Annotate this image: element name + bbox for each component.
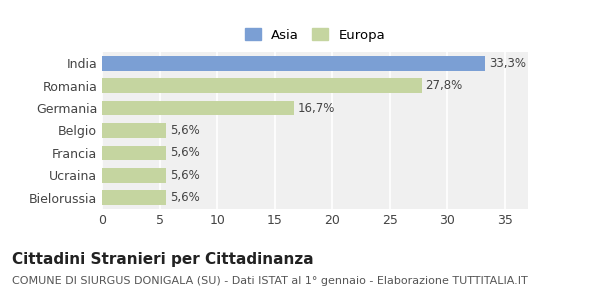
Text: 5,6%: 5,6% xyxy=(170,169,200,182)
Bar xyxy=(102,101,294,115)
Bar xyxy=(102,168,166,182)
Text: 5,6%: 5,6% xyxy=(170,146,200,160)
Text: 5,6%: 5,6% xyxy=(170,191,200,204)
Bar xyxy=(102,79,422,93)
Text: 33,3%: 33,3% xyxy=(489,57,526,70)
Bar xyxy=(102,123,166,138)
Legend: Asia, Europa: Asia, Europa xyxy=(241,24,389,46)
Text: COMUNE DI SIURGUS DONIGALA (SU) - Dati ISTAT al 1° gennaio - Elaborazione TUTTIT: COMUNE DI SIURGUS DONIGALA (SU) - Dati I… xyxy=(12,276,528,285)
Bar xyxy=(102,56,485,71)
Bar xyxy=(102,190,166,205)
Text: 16,7%: 16,7% xyxy=(298,102,335,115)
Bar xyxy=(102,146,166,160)
Text: Cittadini Stranieri per Cittadinanza: Cittadini Stranieri per Cittadinanza xyxy=(12,252,314,267)
Text: 5,6%: 5,6% xyxy=(170,124,200,137)
Text: 27,8%: 27,8% xyxy=(425,79,463,92)
